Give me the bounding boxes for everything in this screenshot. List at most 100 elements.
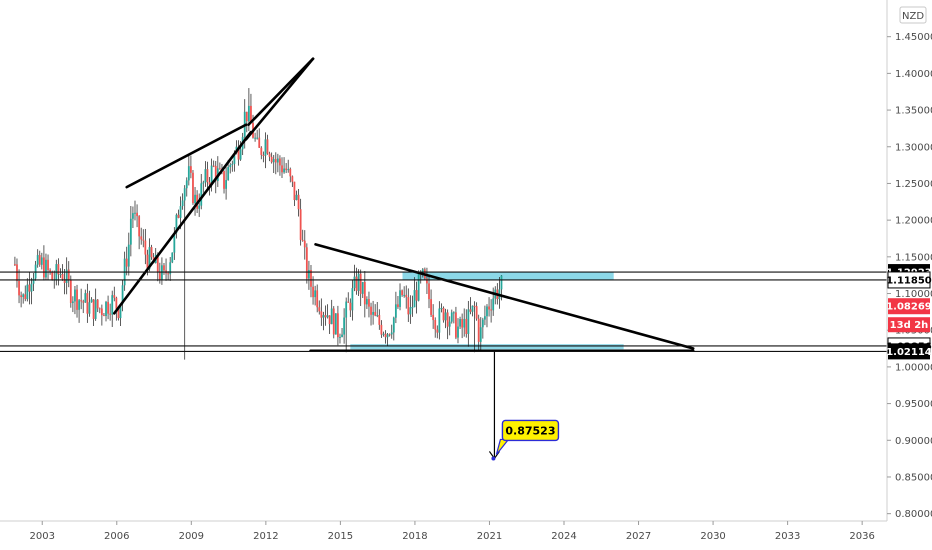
candle-body bbox=[189, 166, 192, 173]
candle-body bbox=[138, 216, 141, 237]
trend-line[interactable] bbox=[125, 123, 248, 189]
candle-body bbox=[30, 283, 33, 292]
candle-body bbox=[297, 194, 300, 210]
candle-body bbox=[173, 233, 176, 253]
candle-body bbox=[179, 206, 182, 218]
x-tick-label: 2018 bbox=[402, 531, 427, 542]
candle-body bbox=[500, 275, 503, 290]
candle-body bbox=[212, 165, 215, 167]
candle-body bbox=[84, 293, 87, 303]
candle-body bbox=[57, 264, 60, 275]
candle-body bbox=[281, 165, 283, 173]
candle-body bbox=[455, 312, 457, 338]
candle-body bbox=[14, 264, 16, 266]
candle-body bbox=[305, 247, 308, 279]
x-tick-label: 2030 bbox=[700, 531, 725, 542]
candle-body bbox=[200, 183, 203, 206]
candle-body bbox=[320, 311, 323, 318]
candle-body bbox=[401, 290, 403, 296]
candle-body bbox=[444, 312, 447, 321]
candle-body bbox=[415, 290, 418, 301]
candle-body bbox=[479, 327, 482, 342]
candle-body bbox=[448, 321, 451, 327]
candle-body bbox=[194, 194, 196, 204]
candle-body bbox=[63, 279, 66, 283]
candle-body bbox=[316, 290, 319, 308]
candle-body bbox=[42, 257, 45, 278]
candle-body bbox=[90, 299, 93, 303]
candle-body bbox=[434, 320, 437, 330]
y-tick-label: 1.15000 bbox=[895, 252, 932, 263]
horizontal-levels[interactable] bbox=[0, 271, 887, 352]
supply-demand-zone[interactable] bbox=[350, 344, 624, 350]
candle-body bbox=[148, 247, 151, 270]
candle-body bbox=[80, 300, 83, 302]
candle-body bbox=[370, 306, 372, 315]
candle-body bbox=[86, 293, 89, 314]
y-tick-label: 0.95000 bbox=[895, 399, 932, 410]
candle-body bbox=[258, 137, 261, 148]
candle-body bbox=[82, 301, 85, 303]
candle-body bbox=[490, 309, 493, 311]
currency-badge[interactable]: NZD bbox=[899, 6, 927, 24]
candle-body bbox=[486, 306, 488, 317]
candle-body bbox=[98, 308, 101, 310]
candle-body bbox=[417, 273, 420, 301]
candle-body bbox=[136, 212, 138, 217]
candle-body bbox=[411, 307, 414, 309]
candle-body bbox=[32, 278, 35, 284]
trend-line[interactable] bbox=[314, 243, 695, 350]
candle-body bbox=[256, 137, 259, 139]
candle-body bbox=[363, 281, 366, 305]
supply-demand-zone[interactable] bbox=[402, 272, 614, 281]
candle-body bbox=[115, 297, 118, 309]
drawings-layer[interactable] bbox=[112, 57, 695, 353]
x-tick-label: 2012 bbox=[253, 531, 278, 542]
candle-body bbox=[26, 284, 29, 300]
candle-body bbox=[481, 319, 484, 328]
candle-body bbox=[450, 312, 453, 322]
target-callout-text: 0.87523 bbox=[505, 424, 555, 437]
candle-body bbox=[397, 304, 399, 307]
candle-body bbox=[237, 146, 240, 160]
candle-body bbox=[20, 295, 23, 298]
candle-body bbox=[144, 240, 147, 255]
candle-body bbox=[312, 286, 314, 298]
x-tick-label: 2033 bbox=[775, 531, 800, 542]
trend-line[interactable] bbox=[112, 130, 253, 315]
candle-body bbox=[22, 294, 25, 298]
candle-body bbox=[229, 164, 232, 168]
candle-body bbox=[92, 299, 95, 319]
candle-body bbox=[295, 194, 298, 201]
candle-body bbox=[268, 153, 271, 157]
y-tick-label: 1.40000 bbox=[895, 69, 932, 80]
candle-body bbox=[471, 305, 474, 312]
candle-body bbox=[392, 317, 395, 333]
y-tick-label: 1.20000 bbox=[895, 216, 932, 227]
trend-line[interactable] bbox=[244, 57, 315, 141]
target-annotation[interactable]: 0.87523 bbox=[488, 351, 560, 461]
candle-body bbox=[293, 181, 296, 201]
candle-body bbox=[446, 312, 449, 327]
candle-body bbox=[67, 269, 70, 280]
candle-body bbox=[183, 188, 186, 201]
candle-body bbox=[390, 332, 393, 335]
candle-body bbox=[254, 137, 256, 139]
candle-body bbox=[239, 149, 242, 160]
candle-body bbox=[341, 334, 343, 337]
x-tick-label: 2021 bbox=[477, 531, 502, 542]
candle-body bbox=[78, 300, 80, 310]
candle-body bbox=[314, 290, 317, 298]
candle-body bbox=[283, 168, 285, 173]
candle-body bbox=[250, 105, 252, 123]
candle-body bbox=[430, 299, 432, 315]
y-tick-label: 1.30000 bbox=[895, 142, 932, 153]
candle-body bbox=[16, 264, 18, 281]
candle-body bbox=[38, 255, 41, 265]
candle-body bbox=[308, 270, 310, 279]
